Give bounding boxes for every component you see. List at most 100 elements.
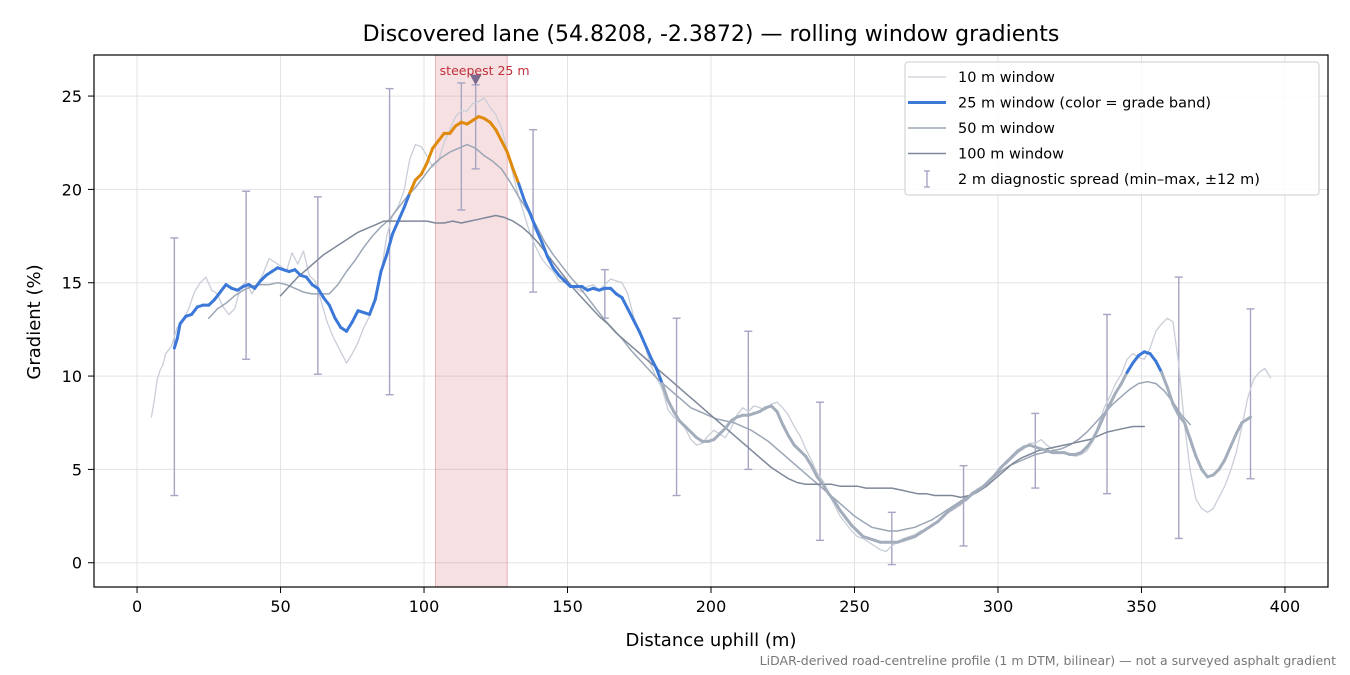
series-25m-segment [1091,426,1100,442]
diagnostic-spread-bar [816,401,825,542]
legend: 10 m window 25 m window (color = grade ba… [904,61,1320,196]
series-25m-segment [1200,467,1209,479]
series-25m-segment [1119,370,1129,386]
x-axis-ticks: 0 50 100 150 200 250 300 350 400 [132,587,1300,616]
series-25m-segment [1234,421,1244,436]
series-25m-segment [626,307,636,322]
series-25m-segment [654,367,664,386]
series-25m-segment [666,398,676,414]
series-25m-segment [993,466,1003,477]
series-25m-segment [1217,458,1227,471]
series-25m-segment [632,318,641,333]
series-25m-segment [551,266,561,277]
series-25m-segment [809,464,819,479]
series-25m-segment [1108,391,1118,406]
series-25m-segment [1160,370,1169,389]
series-25m-segment [1246,415,1253,421]
series-lines [150,97,1272,553]
series-25m-segment [178,314,188,326]
diagnostic-spread-bar [313,196,322,375]
footnote: LiDAR-derived road-centreline profile (1… [760,653,1336,668]
x-axis-label: Distance uphill (m) [626,630,797,651]
series-25m-segment [494,128,504,143]
series-25m-segment [505,150,515,171]
chart-title: Discovered lane (54.8208, -2.3872) — rol… [363,22,1060,47]
series-25m-segment [500,139,509,154]
x-tick-label: 300 [983,597,1014,616]
series-line-50m [208,143,1192,532]
diagnostic-spread-bar [1103,313,1112,495]
diagnostic-spread-bar [1031,412,1040,489]
series-25m-segment [838,508,848,520]
x-tick-label: 200 [696,597,727,616]
series-25m-segment [528,212,538,231]
series-25m-segment [672,410,681,423]
series-25m-segment [1114,382,1123,395]
series-line-100m [279,214,1146,499]
y-tick-label: 20 [62,180,82,199]
steepest-label: steepest 25 m [440,63,530,78]
series-25m-segment [322,296,331,307]
steepest-marker-group: steepest 25 m [440,63,530,86]
series-25m-segment [1102,402,1112,417]
series-25m-segment [350,309,360,324]
series-25m-segment [786,434,796,447]
x-tick-label: 0 [132,597,142,616]
series-25m-segment [660,382,670,402]
series-25m-segment [827,492,836,503]
series-25m-segment [637,329,647,346]
series-25m-segment [1154,359,1164,374]
series-25m-segment [425,146,435,165]
series-25m-segment [390,219,400,236]
series-25m-segment [304,275,314,287]
series-25m-segment [781,423,790,438]
series-25m-segment [511,167,521,186]
series-25m-segment [540,240,549,259]
series-25m-segment [379,253,389,274]
series-25m-segment [1171,402,1181,417]
series-25m-segment [327,303,337,320]
series-25m-segment [821,482,831,496]
legend-entries: 10 m window 25 m window (color = grade ba… [908,70,1260,188]
series-25m-segment [172,337,179,350]
series-25m-segment [844,516,854,527]
legend-label: 50 m window [958,121,1055,137]
series-25m-segment [345,320,354,333]
series-25m-segment [1188,438,1198,458]
legend-label: 100 m window [958,147,1064,163]
y-tick-label: 10 [62,367,82,386]
y-tick-label: 25 [62,87,82,106]
legend-label: 25 m window (color = grade band) [958,96,1211,112]
legend-entry: 25 m window (color = grade band) [908,96,1211,112]
series-25m-segment [448,124,458,135]
series-25m-segment [316,286,326,300]
series-25m-segment [385,232,394,257]
legend-entry: 100 m window [908,147,1064,163]
legend-entry: 10 m window [908,70,1055,86]
series-25m-segment [534,227,544,244]
x-tick-label: 400 [1270,597,1301,616]
series-25m-segment [643,342,653,359]
series-25m-segment [175,322,182,341]
series-25m-segment [436,131,446,143]
series-25m-segment [1223,445,1232,462]
series-25m-segment [1165,385,1175,406]
diagnostic-spread-bar [744,330,753,471]
series-25m-segment [408,178,417,195]
series-25m-segment [1096,413,1106,430]
legend-box [904,61,1320,196]
series-25m-segment [396,206,406,223]
series-25m-segment [1183,421,1192,442]
series-line-25m [172,115,1253,544]
series-25m-segment [1228,432,1238,449]
y-axis-label: Gradient (%) [24,264,45,379]
series-25m-segment [1125,361,1135,374]
series-25m-segment [213,290,222,302]
y-tick-label: 0 [72,554,82,573]
series-25m-segment [545,255,555,270]
series-25m-segment [775,410,785,427]
series-25m-segment [253,279,262,290]
diagnostic-spread-bars [170,82,1255,566]
series-25m-segment [333,316,343,330]
